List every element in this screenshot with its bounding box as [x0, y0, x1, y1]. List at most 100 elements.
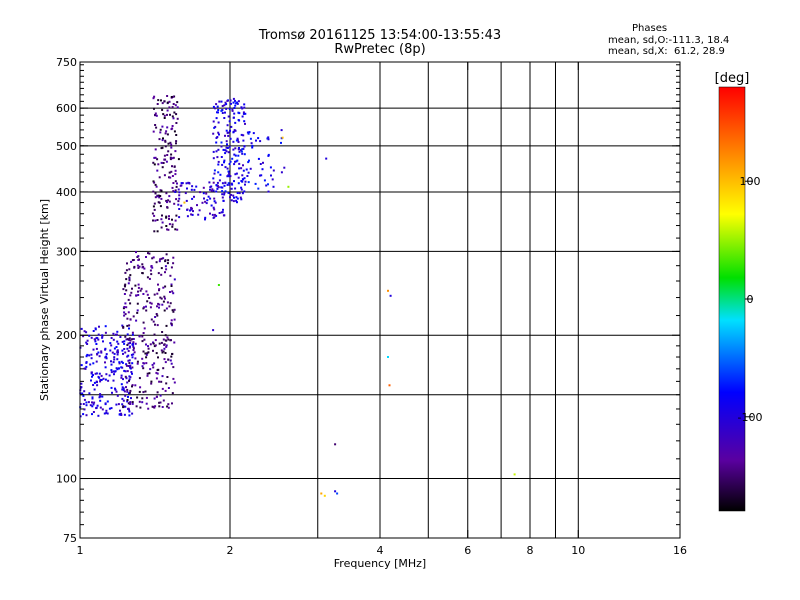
- scatter-point: [224, 166, 227, 169]
- scatter-point: [139, 406, 142, 409]
- scatter-point: [136, 396, 139, 399]
- scatter-point: [217, 131, 220, 134]
- scatter-point: [127, 282, 130, 285]
- scatter-point: [217, 171, 220, 174]
- scatter-point: [227, 151, 230, 154]
- scatter-point: [177, 200, 180, 203]
- scatter-point: [146, 276, 149, 279]
- scatter-point: [169, 291, 171, 293]
- scatter-point: [215, 214, 218, 217]
- scatter-point: [154, 124, 157, 126]
- scatter-point: [142, 332, 145, 334]
- scatter-point: [232, 130, 235, 133]
- scatter-point: [257, 137, 260, 140]
- scatter-point: [190, 188, 193, 191]
- scatter-point: [214, 125, 217, 128]
- scatter-point: [164, 334, 167, 337]
- scatter-point: [171, 125, 174, 127]
- scatter-point: [224, 181, 227, 184]
- scatter-point: [204, 200, 207, 203]
- scatter-point: [124, 370, 127, 373]
- scatter-point: [93, 381, 96, 384]
- scatter-point: [98, 372, 101, 375]
- scatter-point: [212, 206, 215, 209]
- colorbar-tick-label: 0: [747, 293, 754, 306]
- scatter-point: [135, 319, 138, 322]
- scatter-point: [223, 184, 226, 187]
- scatter-point: [171, 223, 174, 226]
- scatter-point: [101, 395, 104, 398]
- scatter-point: [142, 293, 145, 295]
- scatter-point: [233, 196, 235, 199]
- scatter-point: [124, 302, 127, 305]
- scatter-point: [250, 142, 253, 145]
- scatter-point: [215, 103, 218, 106]
- scatter-point: [210, 204, 213, 207]
- scatter-point: [166, 228, 168, 231]
- y-tick-label: 75: [63, 532, 77, 545]
- scatter-point: [139, 386, 142, 389]
- scatter-point: [174, 191, 177, 193]
- scatter-point: [163, 174, 166, 177]
- scatter-point: [160, 380, 163, 383]
- scatter-point: [170, 324, 173, 327]
- scatter-point: [178, 191, 181, 194]
- scatter-point: [92, 384, 95, 386]
- scatter-point: [228, 120, 231, 123]
- scatter-point: [153, 181, 156, 184]
- y-tick-labels: 75 100 200 300 400 500 600 750: [56, 56, 77, 545]
- scatter-point: [164, 285, 167, 288]
- scatter-point: [145, 290, 148, 293]
- scatter-point: [171, 392, 174, 395]
- y-axis-label: Stationary phase Virtual Height [km]: [38, 199, 51, 401]
- scatter-point: [192, 210, 194, 213]
- scatter-point: [160, 197, 163, 200]
- scatter-point: [265, 184, 268, 187]
- scatter-point: [173, 111, 176, 114]
- scatter-point: [212, 177, 215, 180]
- scatter-point: [89, 363, 92, 366]
- scatter-point: [99, 380, 102, 383]
- scatter-point: [164, 132, 167, 135]
- scatter-point: [213, 213, 216, 216]
- scatter-point: [240, 150, 243, 153]
- scatter-point: [125, 338, 128, 341]
- scatter-point: [158, 342, 161, 345]
- scatter-point: [83, 390, 86, 393]
- scatter-point: [88, 334, 91, 337]
- scatter-point: [203, 197, 205, 200]
- scatter-point: [85, 341, 88, 344]
- scatter-point: [154, 114, 157, 117]
- scatter-point: [141, 263, 144, 266]
- scatter-point: [230, 193, 233, 196]
- scatter-point: [125, 364, 128, 367]
- scatter-point: [221, 190, 224, 193]
- x-tick-label: 10: [571, 544, 585, 557]
- scatter-point: [113, 358, 116, 361]
- scatter-point: [155, 114, 158, 117]
- scatter-point: [161, 331, 164, 333]
- scatter-point: [222, 208, 224, 211]
- scatter-point: [142, 391, 145, 394]
- scatter-point: [152, 180, 155, 183]
- scatter-point: [124, 351, 127, 354]
- scatter-point: [100, 350, 103, 353]
- scatter-point: [101, 334, 104, 337]
- scatter-point: [169, 158, 172, 161]
- scatter-point: [119, 336, 122, 338]
- scatter-point: [152, 406, 155, 408]
- scatter-point: [156, 369, 159, 371]
- scatter-point: [229, 160, 232, 163]
- scatter-point: [161, 146, 164, 149]
- scatter-point: [165, 345, 168, 348]
- scatter-point: [237, 100, 240, 103]
- x-tick-label: 2: [227, 544, 234, 557]
- scatter-point: [95, 407, 98, 410]
- x-tick-label: 16: [673, 544, 687, 557]
- scatter-point: [144, 352, 147, 355]
- scatter-point: [110, 386, 113, 389]
- scatter-point: [130, 260, 133, 263]
- scatter-point: [166, 201, 168, 204]
- scatter-point: [164, 389, 167, 392]
- scatter-point: [113, 347, 116, 350]
